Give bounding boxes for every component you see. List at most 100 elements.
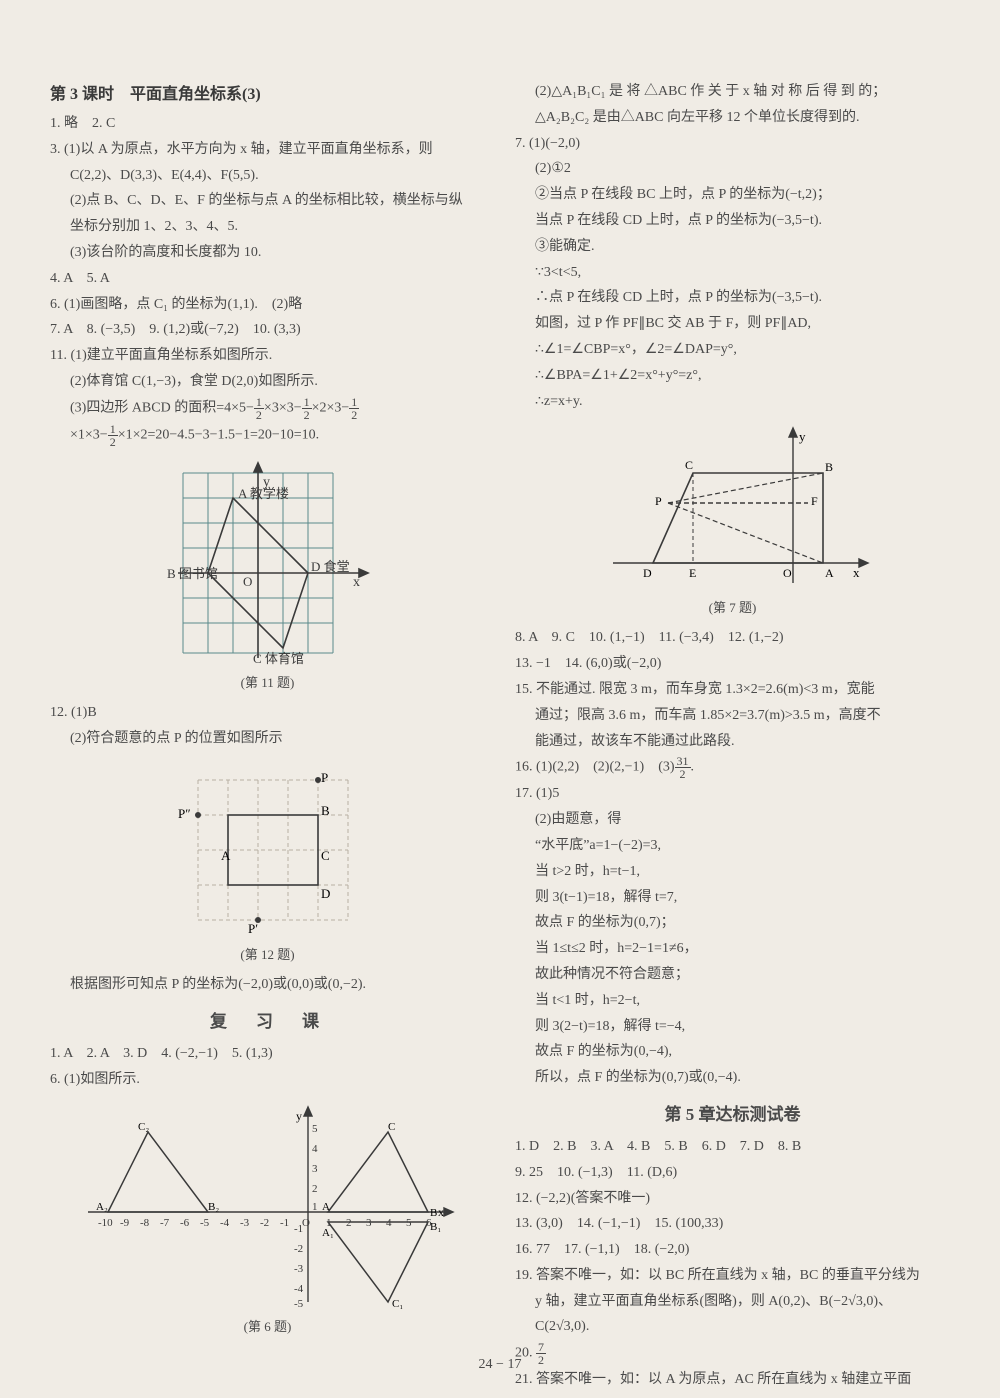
answer-line: 9. 25 10. (−1,3) 11. (D,6) xyxy=(515,1161,950,1185)
answer-line: 1. D 2. B 3. A 4. B 5. B 6. D 7. D 8. B xyxy=(515,1135,950,1159)
svg-text:-2: -2 xyxy=(260,1217,269,1229)
svg-text:B: B xyxy=(825,460,833,474)
svg-text:E: E xyxy=(689,566,696,580)
answer-line: C(2,2)、D(3,3)、E(4,4)、F(5,5). xyxy=(50,164,485,188)
answer-line: 则 3(2−t)=18，解得 t=−4, xyxy=(515,1015,950,1039)
answer-line: (2)点 B、C、D、E、F 的坐标与点 A 的坐标相比较，横坐标与纵 xyxy=(50,189,485,213)
figure-caption: (第 12 题) xyxy=(240,944,294,963)
answer-line: ∴z=x+y. xyxy=(515,390,950,414)
answer-line: 13. −1 14. (6,0)或(−2,0) xyxy=(515,652,950,676)
svg-text:B 图书馆: B 图书馆 xyxy=(167,566,218,581)
left-column: 第 3 课时 平面直角坐标系(3) 1. 略 2. C 3. (1)以 A 为原… xyxy=(50,80,485,1394)
svg-text:x: x xyxy=(853,565,860,580)
svg-text:A: A xyxy=(825,566,834,580)
answer-line: 6. (1)如图所示. xyxy=(50,1068,485,1092)
answer-line: 通过；限高 3.6 m，而车高 1.85×2=3.7(m)>3.5 m，高度不 xyxy=(515,704,950,728)
svg-text:B: B xyxy=(321,803,330,818)
answer-line: ×1×3−12×1×2=20−4.5−3−1.5−1=20−10=10. xyxy=(50,423,485,448)
svg-text:O: O xyxy=(783,566,792,580)
svg-text:-2: -2 xyxy=(294,1243,303,1255)
answer-line: 则 3(t−1)=18，解得 t=7, xyxy=(515,886,950,910)
answer-line: 如图，过 P 作 PF∥BC 交 AB 于 F，则 PF∥AD, xyxy=(515,312,950,336)
answer-line: 3. (1)以 A 为原点，水平方向为 x 轴，建立平面直角坐标系，则 xyxy=(50,138,485,162)
svg-text:A₂: A₂ xyxy=(96,1201,108,1213)
svg-text:4: 4 xyxy=(312,1143,318,1155)
answer-line: ∴点 P 在线段 CD 上时，点 P 的坐标为(−3,5−t). xyxy=(515,286,950,310)
answer-line: ∴∠BPA=∠1+∠2=x°+y°=z°, xyxy=(515,364,950,388)
page-number: 24 − 17 xyxy=(0,1357,1000,1373)
answer-line: (2)由题意，得 xyxy=(515,808,950,832)
svg-text:D: D xyxy=(321,886,330,901)
figure-caption: (第 11 题) xyxy=(241,672,295,691)
svg-text:A₁: A₁ xyxy=(322,1227,334,1239)
answer-line: 根据图形可知点 P 的坐标为(−2,0)或(0,0)或(0,−2). xyxy=(50,973,485,997)
svg-text:5: 5 xyxy=(406,1217,412,1229)
svg-text:C 体育馆: C 体育馆 xyxy=(253,651,304,666)
svg-text:D: D xyxy=(643,566,652,580)
answer-line: C(2√3,0). xyxy=(515,1315,950,1339)
svg-text:y: y xyxy=(296,1109,302,1123)
answer-line: 19. 答案不唯一，如：以 BC 所在直线为 x 轴，BC 的垂直平分线为 xyxy=(515,1264,950,1288)
svg-text:-6: -6 xyxy=(180,1217,190,1229)
svg-text:2: 2 xyxy=(346,1217,352,1229)
svg-text:3: 3 xyxy=(312,1163,318,1175)
answer-line: (3)四边形 ABCD 的面积=4×5−12×3×3−12×2×3−12 xyxy=(50,396,485,421)
answer-line: 17. (1)5 xyxy=(515,782,950,806)
chapter-test-heading: 第 5 章达标测试卷 xyxy=(515,1100,950,1125)
svg-text:F: F xyxy=(811,494,818,508)
answer-line: 所以，点 F 的坐标为(0,7)或(0,−4). xyxy=(515,1066,950,1090)
svg-text:-7: -7 xyxy=(160,1217,170,1229)
svg-text:P″: P″ xyxy=(178,806,191,821)
figure-caption: (第 6 题) xyxy=(244,1316,292,1335)
svg-text:P: P xyxy=(321,770,328,785)
answer-line: ∵3<t<5, xyxy=(515,261,950,285)
svg-text:-1: -1 xyxy=(294,1223,303,1235)
svg-text:y: y xyxy=(799,429,806,444)
answer-line: 坐标分别加 1、2、3、4、5. xyxy=(50,215,485,239)
svg-text:C₂: C₂ xyxy=(138,1121,149,1133)
svg-text:B: B xyxy=(430,1207,437,1219)
answer-line: 1. A 2. A 3. D 4. (−2,−1) 5. (1,3) xyxy=(50,1042,485,1066)
answer-line: (2)△A₁B₁C₁ 是 将 △ABC 作 关 于 x 轴 对 称 后 得 到 … xyxy=(515,80,950,104)
answer-line: 15. 不能通过. 限宽 3 m，而车身宽 1.3×2=2.6(m)<3 m，宽… xyxy=(515,678,950,702)
svg-text:P: P xyxy=(655,494,662,508)
svg-text:x: x xyxy=(353,575,360,590)
svg-text:C₁: C₁ xyxy=(392,1298,403,1310)
svg-text:-5: -5 xyxy=(294,1298,304,1310)
svg-text:A 教学楼: A 教学楼 xyxy=(238,486,289,501)
svg-text:B₁: B₁ xyxy=(430,1221,441,1233)
svg-text:A: A xyxy=(221,848,231,863)
svg-text:-4: -4 xyxy=(220,1217,230,1229)
answer-line: 故此种情况不符合题意； xyxy=(515,963,950,987)
svg-text:1: 1 xyxy=(312,1201,318,1213)
answer-line: 12. (1)B xyxy=(50,701,485,725)
answer-line: 当点 P 在线段 CD 上时，点 P 的坐标为(−3,5−t). xyxy=(515,209,950,233)
svg-text:2: 2 xyxy=(312,1183,318,1195)
answer-line: 当 t>2 时，h=t−1, xyxy=(515,860,950,884)
svg-text:-3: -3 xyxy=(294,1263,304,1275)
answer-line: ②当点 P 在线段 BC 上时，点 P 的坐标为(−t,2)； xyxy=(515,183,950,207)
svg-text:C: C xyxy=(388,1121,395,1133)
answer-line: 1. 略 2. C xyxy=(50,112,485,136)
answer-line: “水平底”a=1−(−2)=3, xyxy=(515,834,950,858)
svg-text:x: x xyxy=(438,1205,444,1219)
answer-line: 13. (3,0) 14. (−1,−1) 15. (100,33) xyxy=(515,1212,950,1236)
answer-line: ③能确定. xyxy=(515,235,950,259)
answer-line: 7. (1)(−2,0) xyxy=(515,132,950,156)
figure-6: -10-9-8 -7-6-5 -4-3-2 -1O 123 456 543 21… xyxy=(50,1102,485,1335)
svg-text:A: A xyxy=(322,1201,330,1213)
answer-line: 能通过，故该车不能通过此路段. xyxy=(515,730,950,754)
figure-caption: (第 7 题) xyxy=(709,597,757,616)
svg-text:C: C xyxy=(685,458,693,472)
answer-line: 12. (−2,2)(答案不唯一) xyxy=(515,1187,950,1211)
answer-line: 当 1≤t≤2 时，h=2−1=1≠6， xyxy=(515,937,950,961)
review-heading: 复 习 课 xyxy=(50,1007,485,1032)
answer-line: 4. A 5. A xyxy=(50,267,485,291)
answer-line: 11. (1)建立平面直角坐标系如图所示. xyxy=(50,344,485,368)
answer-line: 16. (1)(2,2) (2)(2,−1) (3)312. xyxy=(515,755,950,780)
figure-7: x y O A B C D E P F (第 7 题) xyxy=(515,423,950,616)
svg-text:C: C xyxy=(321,848,330,863)
answer-line: ∴∠1=∠CBP=x°，∠2=∠DAP=y°, xyxy=(515,338,950,362)
svg-text:3: 3 xyxy=(366,1217,372,1229)
answer-line: 7. A 8. (−3,5) 9. (1,2)或(−7,2) 10. (3,3) xyxy=(50,318,485,342)
